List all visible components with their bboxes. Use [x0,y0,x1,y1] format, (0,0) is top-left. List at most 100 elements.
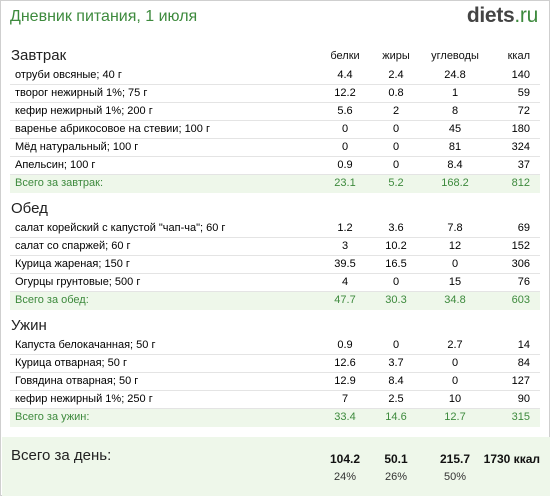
protein-value: 1.2 [337,222,353,234]
kcal-value: 180 [511,123,530,135]
protein-value: 23.1 [334,177,356,189]
fat-value: 0.8 [388,87,404,99]
day-fat-percent: 26% [384,471,408,483]
carbs-value: 2.7 [447,339,463,351]
kcal-value: 127 [511,375,530,387]
food-row[interactable]: творог нежирный 1%; 75 г 12.2 0.8 1 59 [10,85,540,103]
meal-total-row: Всего за ужин: 33.4 14.6 12.7 315 [10,409,540,427]
food-row[interactable]: Огурцы грунтовые; 500 г 4 0 15 76 [10,274,540,292]
carbs-value: 1 [451,87,459,99]
kcal-value: 324 [511,141,530,153]
day-carbs-percent: 50% [443,471,467,483]
food-row[interactable]: салат со спаржей; 60 г 3 10.2 12 152 [10,238,540,256]
meal-section: Ужин Капуста белокачанная; 50 г 0.9 0 2.7 14 К… [10,315,540,432]
food-name: Мёд натуральный; 100 г [15,141,139,153]
meal-total-row: Всего за завтрак: 23.1 5.2 168.2 812 [10,175,540,193]
food-row[interactable]: Курица отварная; 50 г 12.6 3.7 0 84 [10,355,540,373]
carbs-value: 10 [448,393,462,405]
meal-total-label: Всего за обед: [15,294,89,306]
protein-value: 3 [341,240,349,252]
food-row[interactable]: Курица жареная; 150 г 39.5 16.5 0 306 [10,256,540,274]
food-row[interactable]: варенье абрикосовое на стевии; 100 г 0 0 45… [10,121,540,139]
fat-value: 2.5 [388,393,404,405]
column-protein: белки [330,50,360,62]
food-row[interactable]: Мёд натуральный; 100 г 0 0 81 324 [10,139,540,157]
fat-value: 3.7 [388,357,404,369]
column-kcal: ккал [507,50,530,62]
protein-value: 0 [341,141,349,153]
day-protein-percent: 24% [333,471,357,483]
protein-value: 5.6 [337,105,353,117]
carbs-value: 0 [451,357,459,369]
meal-title: Завтрак [11,47,67,64]
food-name: Курица отварная; 50 г [15,357,127,369]
food-name: кефир нежирный 1%; 200 г [15,105,153,117]
fat-value: 16.5 [385,258,407,270]
protein-value: 12.2 [334,87,356,99]
carbs-value: 8 [451,105,459,117]
protein-value: 39.5 [334,258,356,270]
header: Дневник питания, 1 июля diets.ru [1,1,549,37]
meal-section: Обед салат корейский с капустой "чап-ча";… [10,198,540,315]
food-name: отруби овсяные; 40 г [15,69,122,81]
kcal-value: 603 [511,294,530,306]
food-row[interactable]: отруби овсяные; 40 г 4.4 2.4 24.8 140 [10,67,540,85]
carbs-value: 81 [448,141,462,153]
carbs-value: 15 [448,276,462,288]
carbs-value: 0 [451,375,459,387]
day-total-label: Всего за день: [11,447,112,464]
food-name: салат корейский с капустой "чап-ча"; 60 … [15,222,226,234]
logo-main: diets [466,4,515,27]
page-title: Дневник питания, 1 июля [10,8,198,25]
kcal-value: 140 [511,69,530,81]
fat-value: 0 [392,159,400,171]
meal-total-row: Всего за обед: 47.7 30.3 34.8 603 [10,292,540,310]
kcal-value: 306 [511,258,530,270]
kcal-value: 315 [511,411,530,423]
carbs-value: 7.8 [447,222,463,234]
meals-table: Завтрак белки жиры углеводы ккал отруби овсян… [10,45,540,432]
food-name: творог нежирный 1%; 75 г [15,87,148,99]
day-protein: 104.2 [329,452,361,466]
protein-value: 0.9 [337,339,353,351]
fat-value: 3.6 [388,222,404,234]
food-row[interactable]: салат корейский с капустой "чап-ча"; 60 … [10,220,540,238]
protein-value: 4 [341,276,349,288]
kcal-value: 14 [517,339,530,351]
carbs-value: 168.2 [441,177,469,189]
kcal-value: 90 [517,393,530,405]
fat-value: 2 [392,105,400,117]
protein-value: 7 [341,393,349,405]
kcal-value: 84 [517,357,530,369]
food-row[interactable]: Капуста белокачанная; 50 г 0.9 0 2.7 14 [10,337,540,355]
carbs-value: 0 [451,258,459,270]
fat-value: 10.2 [385,240,407,252]
food-row[interactable]: Говядина отварная; 50 г 12.9 8.4 0 127 [10,373,540,391]
meal-total-label: Всего за ужин: [15,411,90,423]
kcal-value: 76 [517,276,530,288]
food-row[interactable]: Апельсин; 100 г 0.9 0 8.4 37 [10,157,540,175]
food-name: Огурцы грунтовые; 500 г [15,276,141,288]
food-row[interactable]: кефир нежирный 1%; 200 г 5.6 2 8 72 [10,103,540,121]
food-name: Курица жареная; 150 г [15,258,130,270]
fat-value: 5.2 [388,177,404,189]
column-fat: жиры [382,50,410,62]
protein-value: 0 [341,123,349,135]
site-logo[interactable]: diets.ru [467,4,538,28]
carbs-value: 8.4 [447,159,463,171]
meal-title: Ужин [11,317,47,334]
carbs-value: 24.8 [444,69,466,81]
fat-value: 8.4 [388,375,404,387]
protein-value: 0.9 [337,159,353,171]
food-name: Капуста белокачанная; 50 г [15,339,156,351]
fat-value: 2.4 [388,69,404,81]
food-name: Апельсин; 100 г [15,159,96,171]
food-row[interactable]: кефир нежирный 1%; 250 г 7 2.5 10 90 [10,391,540,409]
protein-value: 47.7 [334,294,356,306]
fat-value: 0 [392,141,400,153]
protein-value: 12.9 [334,375,356,387]
logo-tld: .ru [514,4,538,27]
kcal-value: 37 [517,159,530,171]
food-name: кефир нежирный 1%; 250 г [15,393,153,405]
